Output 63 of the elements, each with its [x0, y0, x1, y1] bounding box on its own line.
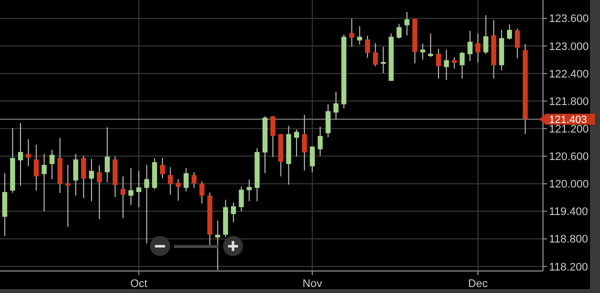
y-tick-label: 120.600 — [549, 151, 589, 164]
candlestick — [238, 186, 244, 212]
candlestick — [128, 168, 134, 206]
candlestick — [136, 170, 142, 208]
x-tick-label: Dec — [468, 278, 488, 290]
candlestick — [144, 164, 150, 244]
candlestick — [50, 149, 55, 180]
candlestick — [34, 144, 39, 192]
candlestick — [372, 42, 378, 67]
y-tick-label: 118.800 — [549, 234, 588, 246]
candlestick — [88, 158, 94, 202]
candlestick — [120, 176, 126, 219]
candlestick — [468, 30, 473, 62]
candlestick — [192, 172, 197, 188]
candlestick — [483, 14, 488, 55]
candlestick — [357, 26, 362, 46]
candlestick — [246, 179, 252, 202]
candlestick — [294, 129, 300, 158]
candlestick — [452, 56, 457, 69]
candlestick — [215, 220, 220, 271]
candlestick — [420, 43, 426, 60]
candlestick — [73, 153, 78, 196]
candlestick — [506, 24, 512, 40]
candlestick — [365, 35, 370, 58]
candlestick — [270, 116, 276, 158]
candlestick — [176, 178, 181, 202]
candlestick — [96, 164, 102, 220]
candlestick — [160, 158, 165, 179]
y-tick-label: 121.800 — [549, 96, 589, 108]
candlestick — [310, 146, 315, 173]
candlestick — [436, 48, 441, 80]
candlestick — [26, 138, 31, 167]
candlestick — [460, 51, 465, 80]
ref-line-label: 121.403 — [549, 114, 588, 126]
y-tick-label: 121.200 — [549, 123, 589, 136]
candlestick — [475, 33, 480, 63]
candlestick — [404, 11, 410, 36]
candlestick — [326, 104, 331, 138]
candlestick — [514, 28, 520, 59]
candlestick — [168, 166, 173, 196]
candlestick — [18, 122, 24, 186]
candlestick — [318, 126, 323, 156]
candlestick — [444, 49, 449, 80]
y-tick-label: 123.600 — [549, 13, 589, 26]
candlestick — [42, 153, 47, 212]
x-tick-label: Oct — [130, 278, 148, 290]
candlestick — [349, 18, 354, 48]
y-tick-label: 120.000 — [549, 178, 589, 191]
candlestick — [230, 202, 236, 223]
candlestick — [81, 155, 86, 198]
candlestick — [396, 23, 402, 40]
candlestick — [199, 180, 204, 204]
candlestick — [184, 168, 189, 192]
y-tick-label: 118.200 — [549, 261, 588, 274]
candlestick — [302, 114, 307, 171]
x-tick-label: Nov — [302, 278, 323, 290]
candlestick — [428, 33, 434, 58]
candlestick — [380, 46, 386, 74]
y-tick-label: 122.400 — [549, 68, 589, 80]
candlestick — [333, 91, 338, 120]
y-tick-label: 123.000 — [549, 40, 589, 53]
candlestick — [104, 126, 110, 183]
y-tick-label: 119.400 — [549, 206, 588, 218]
